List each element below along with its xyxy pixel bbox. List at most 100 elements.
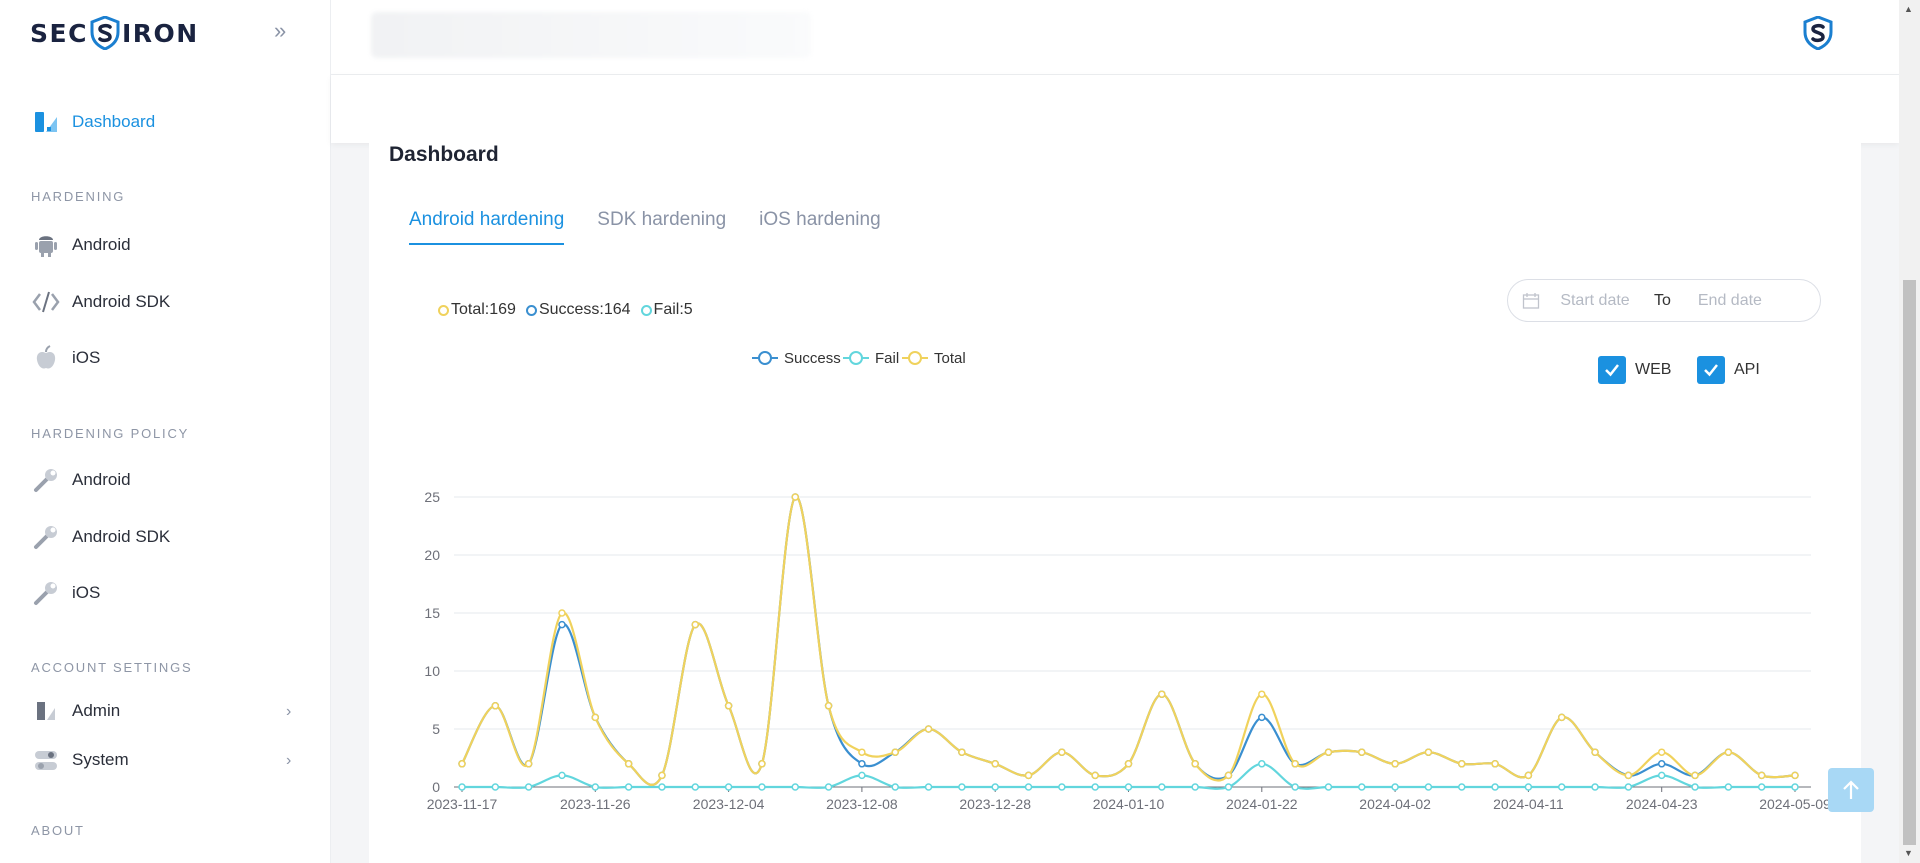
wrench-icon xyxy=(31,465,61,495)
data-point-fail xyxy=(1557,783,1566,791)
scroll-up-arrow-icon[interactable]: ▲ xyxy=(1904,4,1913,14)
data-point-total xyxy=(1691,771,1699,780)
dashboard-icon xyxy=(31,107,61,137)
data-point-total xyxy=(1757,771,1766,780)
data-point-total xyxy=(1124,760,1133,768)
sidebar-item-admin[interactable]: Admin xyxy=(31,695,120,727)
section-title-hardening-policy: HARDENING POLICY xyxy=(31,426,190,441)
sidebar-item-label: Android xyxy=(72,470,131,489)
fail-dot-icon xyxy=(640,304,652,316)
vertical-scrollbar[interactable]: ▲ ▼ xyxy=(1899,0,1920,863)
back-to-top-button[interactable] xyxy=(1828,768,1874,812)
data-point-fail xyxy=(1124,783,1133,791)
data-point-total xyxy=(1024,771,1033,780)
scrollbar-thumb[interactable] xyxy=(1903,280,1916,845)
calendar-icon xyxy=(1522,292,1540,309)
sidebar-item-system[interactable]: System xyxy=(31,744,129,776)
checkmark-icon xyxy=(1598,356,1626,384)
arrow-up-icon xyxy=(1843,780,1859,799)
sidebar-item-policy-android[interactable]: Android xyxy=(31,464,131,496)
summary-fail: Fail:5 xyxy=(640,301,693,319)
sidebar-item-label: Android xyxy=(72,235,131,254)
sidebar: SEC IRON » Dashboard HARDENING Android A… xyxy=(0,0,331,863)
data-point-total xyxy=(1158,690,1166,698)
section-title-account-settings: ACCOUNT SETTINGS xyxy=(31,660,193,675)
sidebar-item-android-sdk[interactable]: Android SDK xyxy=(31,286,170,318)
sidebar-item-dashboard[interactable]: Dashboard xyxy=(31,106,155,138)
tab-ios-hardening[interactable]: iOS hardening xyxy=(759,209,881,230)
blurred-header-field xyxy=(371,12,811,58)
data-point-fail xyxy=(1258,760,1266,768)
start-date-input[interactable] xyxy=(1540,291,1650,310)
data-point-fail xyxy=(1491,783,1499,791)
data-point-total xyxy=(1524,771,1533,780)
toggle-icon xyxy=(31,745,61,775)
data-point-fail xyxy=(1291,783,1299,791)
data-point-total xyxy=(724,702,733,710)
tab-android-hardening[interactable]: Android hardening xyxy=(409,209,565,245)
data-point-total xyxy=(1557,713,1566,722)
chevron-right-icon[interactable]: › xyxy=(286,752,292,769)
summary-success: Success:164 xyxy=(525,301,631,319)
shield-logo-icon[interactable] xyxy=(1801,16,1835,50)
end-date-input[interactable] xyxy=(1674,291,1785,310)
section-title-about: ABOUT xyxy=(31,823,85,838)
data-point-total xyxy=(591,713,600,722)
data-point-success xyxy=(558,620,566,629)
logo-text-right: IRON xyxy=(121,18,199,48)
data-point-total xyxy=(891,748,899,756)
y-tick-label: 20 xyxy=(424,547,440,563)
data-point-fail xyxy=(1624,783,1633,791)
date-range-separator: To xyxy=(1654,291,1671,309)
sidebar-item-label: Android SDK xyxy=(72,527,171,546)
data-point-total xyxy=(1191,760,1199,768)
data-point-fail xyxy=(824,783,833,791)
data-point-fail xyxy=(658,783,666,791)
data-point-total xyxy=(1291,760,1299,768)
legend-label: Fail xyxy=(875,350,899,367)
chevron-right-icon[interactable]: › xyxy=(286,703,292,720)
data-point-fail xyxy=(624,783,633,791)
data-point-fail xyxy=(558,771,566,780)
sidebar-item-policy-android-sdk[interactable]: Android SDK xyxy=(31,521,170,553)
data-point-fail xyxy=(1391,783,1399,791)
summary-fail-text: Fail:5 xyxy=(653,301,693,318)
data-point-total xyxy=(858,748,866,756)
data-point-total xyxy=(1358,748,1366,756)
y-tick-label: 15 xyxy=(424,605,440,621)
secsiron-logo[interactable]: SEC IRON xyxy=(30,16,199,50)
x-tick-label: 2023-12-28 xyxy=(959,796,1031,812)
sidebar-item-android[interactable]: Android xyxy=(31,229,131,261)
web-checkbox[interactable]: WEB xyxy=(1598,356,1671,384)
sidebar-item-policy-ios[interactable]: iOS xyxy=(31,577,100,609)
data-point-fail xyxy=(891,783,899,791)
wrench-icon xyxy=(31,522,61,552)
collapse-sidebar-icon[interactable]: » xyxy=(274,18,287,43)
legend-label: Success xyxy=(784,350,841,367)
success-dot-icon xyxy=(525,304,537,316)
data-point-fail xyxy=(1424,783,1433,791)
x-tick-label: 2023-12-08 xyxy=(826,796,898,812)
data-point-total xyxy=(491,702,500,710)
data-point-success xyxy=(1657,760,1666,768)
data-point-total xyxy=(691,620,700,629)
data-point-fail xyxy=(791,783,799,791)
data-point-total xyxy=(958,748,966,756)
data-point-total xyxy=(658,771,666,780)
legend-label: Total xyxy=(934,350,966,367)
y-tick-label: 5 xyxy=(432,721,440,737)
tab-sdk-hardening[interactable]: SDK hardening xyxy=(597,209,727,230)
date-range-picker[interactable]: To xyxy=(1507,279,1821,322)
data-point-fail xyxy=(924,783,933,791)
data-point-total xyxy=(524,760,533,768)
data-point-fail xyxy=(491,783,500,791)
sidebar-item-label: System xyxy=(72,750,129,769)
sidebar-item-ios[interactable]: iOS xyxy=(31,342,100,374)
api-checkbox[interactable]: API xyxy=(1697,356,1760,384)
x-tick-label: 2023-11-26 xyxy=(560,796,631,812)
data-point-fail xyxy=(858,771,866,780)
section-title-hardening: HARDENING xyxy=(31,189,126,204)
data-point-fail xyxy=(524,783,533,791)
scroll-down-arrow-icon[interactable]: ▼ xyxy=(1904,848,1913,858)
data-point-success xyxy=(858,760,866,768)
